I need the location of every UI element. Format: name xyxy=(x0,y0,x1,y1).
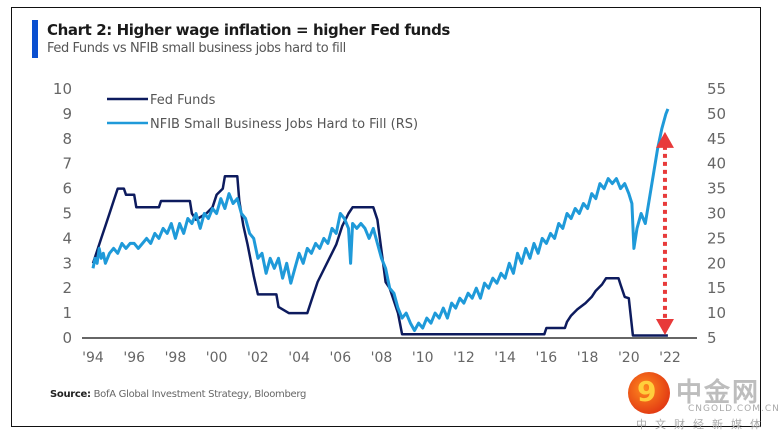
chart-title: Chart 2: Higher wage inflation = higher … xyxy=(47,21,450,39)
y-right-tick-label: 10 xyxy=(707,304,726,322)
x-tick-label: '22 xyxy=(659,350,681,366)
x-tick-label: '02 xyxy=(247,350,269,366)
title-accent-bar xyxy=(32,20,38,58)
right-y-axis: 5 10 15 20 25 30 35 40 45 50 55 xyxy=(707,80,726,347)
watermark: 9 中金网 CNGOLD.COM.CN 中文财经新媒体 xyxy=(628,370,780,436)
x-tick-label: '06 xyxy=(329,350,351,366)
series-line-fed-funds xyxy=(91,174,668,337)
source-text: BofA Global Investment Strategy, Bloombe… xyxy=(93,389,307,400)
y-left-tick-label: 10 xyxy=(53,80,72,98)
y-left-tick-label: 1 xyxy=(62,304,72,322)
left-y-axis: 0 1 2 3 4 5 6 7 8 9 10 xyxy=(53,80,72,347)
y-left-tick-label: 7 xyxy=(62,155,72,173)
y-right-tick-label: 50 xyxy=(707,105,726,123)
y-left-tick-label: 5 xyxy=(62,205,72,223)
watermark-name: 中金网 xyxy=(676,378,761,408)
x-tick-label: '04 xyxy=(288,350,310,366)
x-tick-label: '10 xyxy=(412,350,434,366)
x-tick-label: '98 xyxy=(165,350,187,366)
y-left-tick-label: 0 xyxy=(62,329,72,347)
y-left-tick-label: 4 xyxy=(62,229,72,247)
y-left-tick-label: 9 xyxy=(62,105,72,123)
watermark-logo-icon: 9 xyxy=(628,372,670,414)
watermark-logo-glyph: 9 xyxy=(637,375,657,408)
y-right-tick-label: 20 xyxy=(707,254,726,272)
y-right-tick-label: 45 xyxy=(707,130,726,148)
y-right-tick-label: 30 xyxy=(707,205,726,223)
legend-label-fed-funds: Fed Funds xyxy=(150,93,216,108)
x-tick-label: '00 xyxy=(206,350,228,366)
chart-subtitle: Fed Funds vs NFIB small business jobs ha… xyxy=(47,41,346,56)
series-group xyxy=(91,108,670,337)
x-axis: '94 '96 '98 '00 '02 '04 '06 '08 '10 '12 '14 '16 '18 '… xyxy=(82,350,681,366)
x-tick-label: '08 xyxy=(371,350,393,366)
source-label: Source: xyxy=(50,389,91,400)
annotation-group xyxy=(655,131,674,336)
y-right-tick-label: 25 xyxy=(707,229,726,247)
chart-frame xyxy=(11,7,761,427)
y-right-tick-label: 55 xyxy=(707,80,726,98)
x-tick-label: '12 xyxy=(453,350,475,366)
y-left-tick-label: 6 xyxy=(62,180,72,198)
source-note: Source: BofA Global Investment Strategy,… xyxy=(50,389,306,400)
series-line-nfib xyxy=(91,108,670,332)
annotation-arrow-down-icon xyxy=(655,319,674,336)
y-right-tick-label: 5 xyxy=(707,329,717,347)
watermark-tagline: 中文财经新媒体 xyxy=(636,418,769,431)
annotation-arrow-up-icon xyxy=(655,131,674,148)
y-left-tick-label: 2 xyxy=(62,279,72,297)
x-tick-label: '96 xyxy=(123,350,145,366)
x-tick-label: '20 xyxy=(618,350,640,366)
y-left-tick-label: 8 xyxy=(62,130,72,148)
x-tick-label: '16 xyxy=(536,350,558,366)
y-left-tick-label: 3 xyxy=(62,254,72,272)
x-tick-label: '14 xyxy=(494,350,516,366)
legend-label-nfib: NFIB Small Business Jobs Hard to Fill (R… xyxy=(150,117,418,132)
x-tick-label: '94 xyxy=(82,350,104,366)
y-right-tick-label: 35 xyxy=(707,180,726,198)
legend: Fed Funds NFIB Small Business Jobs Hard … xyxy=(107,93,418,132)
y-right-tick-label: 15 xyxy=(707,279,726,297)
x-tick-label: '18 xyxy=(577,350,599,366)
y-right-tick-label: 40 xyxy=(707,155,726,173)
watermark-url: CNGOLD.COM.CN xyxy=(688,404,780,414)
